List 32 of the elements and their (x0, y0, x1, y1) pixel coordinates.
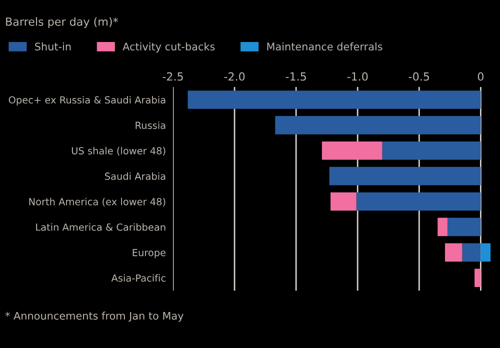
bar (329, 166, 481, 186)
y-tick-label: Asia-Pacific (111, 274, 166, 282)
y-tick-label: Opec+ ex Russia & Saudi Arabia (8, 96, 166, 106)
bar (447, 218, 481, 236)
bar (356, 192, 481, 211)
y-tick-label: Saudi Arabia (105, 172, 166, 180)
y-tick-label: Latin America & Caribbean (36, 223, 166, 231)
bar (330, 192, 356, 211)
bar (322, 141, 382, 160)
x-tick-label: -1.5 (286, 72, 306, 81)
legend-label: Activity cut-backs (122, 42, 215, 53)
bar (382, 141, 481, 160)
bar (445, 243, 462, 262)
bar (275, 116, 481, 134)
legend-label: Maintenance deferrals (267, 42, 382, 50)
y-tick-label: US shale (lower 48) (72, 146, 166, 156)
bar (188, 90, 481, 109)
x-tick-label: -1.0 (347, 72, 368, 81)
legend-label: Shut-in (35, 42, 71, 50)
bar (438, 218, 448, 236)
text: Barrels per day (m)* (6, 17, 118, 28)
x-tick-label: 0 (478, 72, 484, 81)
y-tick-label: Europe (132, 249, 166, 258)
y-tick-label: Russia (136, 121, 166, 130)
y-tick-label: North America (ex lower 48) (29, 198, 166, 206)
bar (462, 243, 481, 262)
x-tick-label: -2.0 (224, 72, 245, 81)
x-tick-label: -2.5 (162, 72, 183, 81)
x-tick-label: -0.5 (408, 72, 430, 81)
bar (480, 243, 491, 262)
bar (474, 268, 481, 288)
text: * Announcements from Jan to May (5, 312, 184, 322)
